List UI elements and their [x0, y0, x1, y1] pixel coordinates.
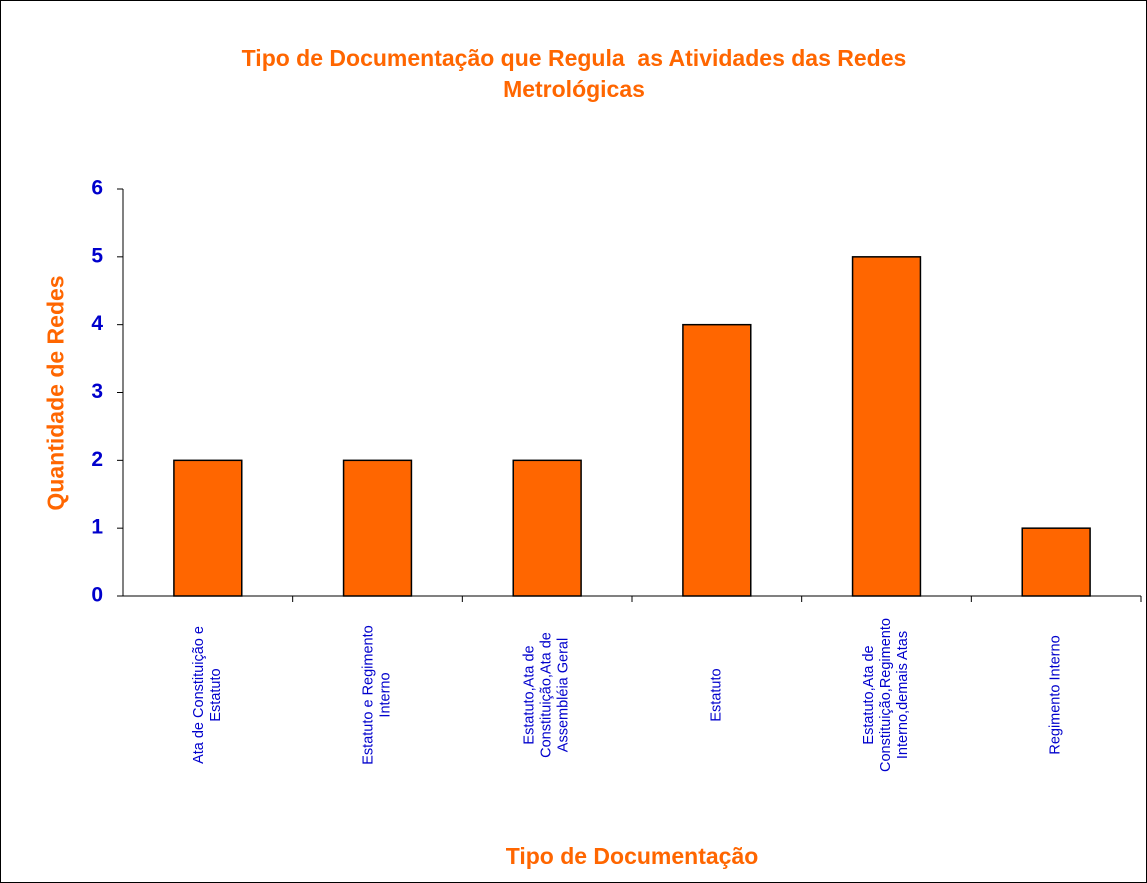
x-tick-label: Estatuto,Ata de Constituição,Ata de Asse… [521, 632, 572, 758]
y-tick-label: 6 [91, 177, 103, 200]
x-tick-label: Regimento Interno [1047, 635, 1064, 755]
bar [173, 459, 243, 597]
bar [512, 459, 582, 597]
bar [1021, 527, 1091, 597]
y-tick-label: 0 [91, 584, 103, 607]
bar [682, 323, 752, 597]
y-tick-label: 3 [91, 380, 103, 403]
y-axis-label: Quantidade de Redes [42, 275, 69, 511]
x-tick-label: Estatuto,Ata de Constituição,Regimento I… [861, 618, 911, 772]
x-tick-label: Estatuto e Regimento Interno [360, 625, 394, 765]
bar [342, 459, 413, 597]
y-tick-label: 1 [91, 516, 103, 539]
y-tick-label: 2 [91, 448, 103, 471]
x-axis-label: Tipo de Documentação [505, 843, 759, 869]
y-tick-label: 4 [91, 312, 103, 335]
chart-title: Tipo de Documentação que Regula as Ativi… [241, 45, 913, 102]
x-tick-label: Estatuto [708, 668, 725, 722]
x-tick-label: Ata de Constituição e Estatuto [190, 626, 224, 764]
bar [851, 256, 922, 597]
y-tick-label: 5 [91, 244, 103, 267]
